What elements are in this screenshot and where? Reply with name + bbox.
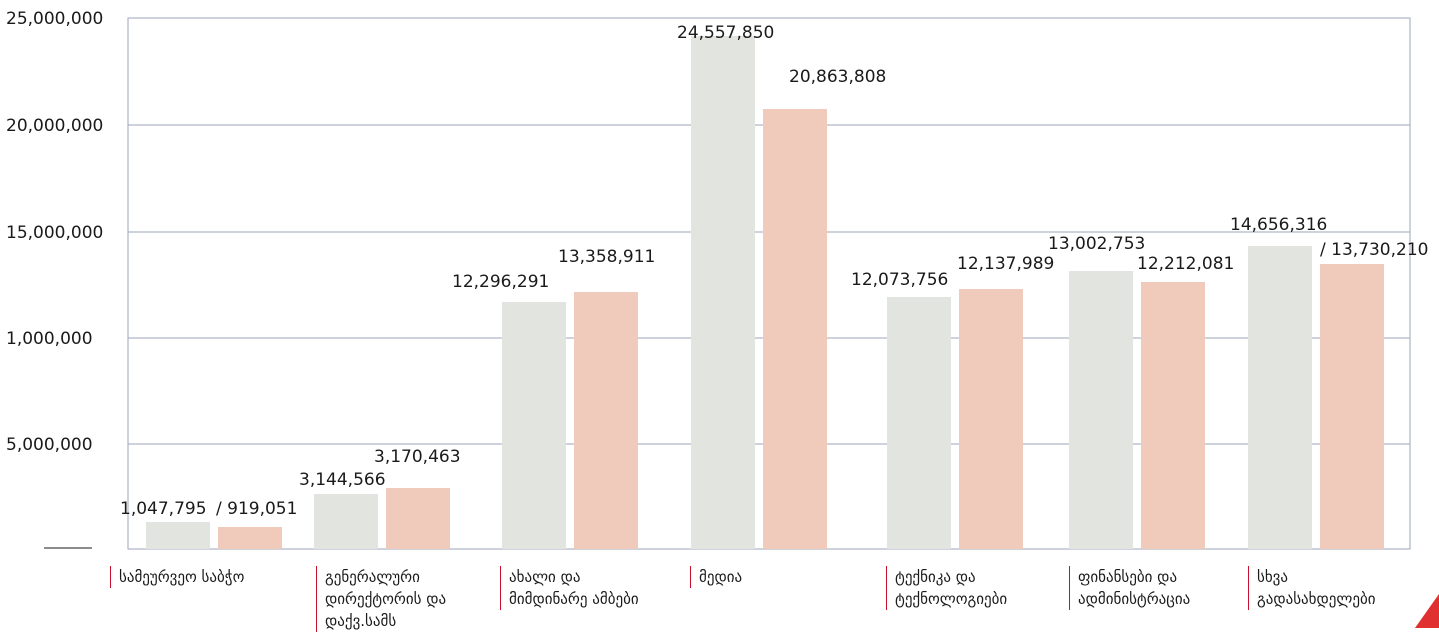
bar-series1-1 [146, 522, 210, 549]
data-label-series1-6: 13,002,753 [1048, 234, 1146, 254]
bar-series1-7 [1248, 246, 1312, 549]
bar-series2-5 [959, 289, 1023, 549]
category-label: სამეურვეო საბჭო [110, 566, 244, 588]
bar-series1-4 [691, 36, 755, 549]
bar-series2-2 [386, 488, 450, 549]
category-label: გენერალური დირექტორის და დაქვ.სამს [316, 566, 446, 632]
y-tick-label: 15,000,000 [6, 223, 104, 243]
data-label-series1-2: 3,144,566 [299, 470, 386, 490]
data-label-series1-7: 14,656,316 [1230, 215, 1328, 235]
bar-series2-4 [763, 109, 827, 549]
data-label-series2-1: / 919,051 [216, 499, 298, 519]
bar-series1-2 [314, 494, 378, 549]
category-label: ფინანსები და ადმინისტრაცია [1069, 566, 1190, 610]
data-label-series2-7: / 13,730,210 [1320, 240, 1429, 260]
category-label: მედია [690, 566, 742, 588]
data-label-series2-5: 12,137,989 [957, 254, 1055, 274]
data-label-series2-2: 3,170,463 [374, 447, 461, 467]
data-label-series1-1: 1,047,795 [120, 499, 207, 519]
category-label: ტექნიკა და ტექნოლოგიები [886, 566, 1007, 610]
bar-series2-3 [574, 292, 638, 549]
bar-series1-6 [1069, 271, 1133, 549]
bar-series2-7 [1320, 264, 1384, 549]
bar-series2-6 [1141, 282, 1205, 549]
bar-series1-3 [502, 302, 566, 549]
y-tick-label: 1,000,000 [6, 329, 93, 349]
data-label-series1-4: 24,557,850 [677, 23, 775, 43]
data-label-series2-3: 13,358,911 [558, 247, 656, 267]
bar-series1-5 [887, 297, 951, 549]
y-tick-label: 20,000,000 [6, 116, 104, 136]
data-label-series2-4: 20,863,808 [789, 67, 887, 87]
data-label-series1-3: 12,296,291 [452, 272, 550, 292]
category-label: ახალი და მიმდინარე ამბები [500, 566, 639, 610]
y-tick-label: 25,000,000 [6, 9, 104, 29]
y-tick-label: 5,000,000 [6, 435, 93, 455]
data-label-series1-5: 12,073,756 [851, 270, 949, 290]
bar-series2-1 [218, 527, 282, 549]
category-label: სხვა გადასახდელები [1248, 566, 1376, 610]
corner-accent [1415, 594, 1439, 628]
data-label-series2-6: 12,212,081 [1137, 254, 1235, 274]
